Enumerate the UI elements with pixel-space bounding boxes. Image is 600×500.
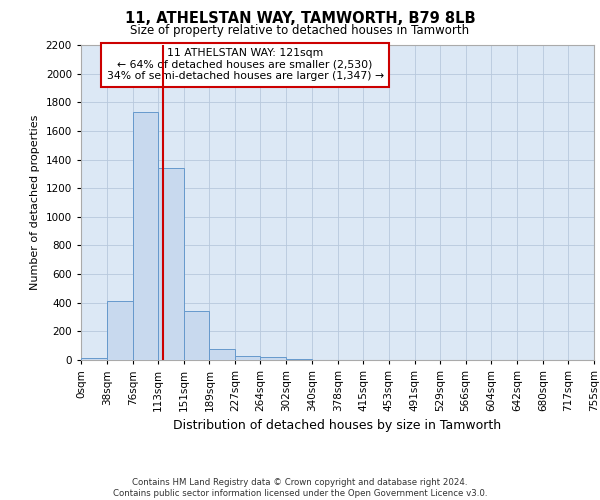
Bar (235, 356, 260, 360)
Bar (184, 312, 209, 360)
Bar (260, 357, 286, 360)
Bar (133, 112, 158, 360)
X-axis label: Distribution of detached houses by size in Tamworth: Distribution of detached houses by size … (173, 420, 502, 432)
Bar (158, 168, 184, 360)
Y-axis label: Number of detached properties: Number of detached properties (30, 115, 40, 290)
Bar (81, 358, 107, 360)
Text: Size of property relative to detached houses in Tamworth: Size of property relative to detached ho… (130, 24, 470, 37)
Text: Contains HM Land Registry data © Crown copyright and database right 2024.
Contai: Contains HM Land Registry data © Crown c… (113, 478, 487, 498)
Text: 11, ATHELSTAN WAY, TAMWORTH, B79 8LB: 11, ATHELSTAN WAY, TAMWORTH, B79 8LB (125, 11, 475, 26)
Bar (107, 302, 133, 360)
Text: 11 ATHELSTAN WAY: 121sqm
← 64% of detached houses are smaller (2,530)
34% of sem: 11 ATHELSTAN WAY: 121sqm ← 64% of detach… (107, 48, 384, 82)
Bar (209, 350, 235, 360)
